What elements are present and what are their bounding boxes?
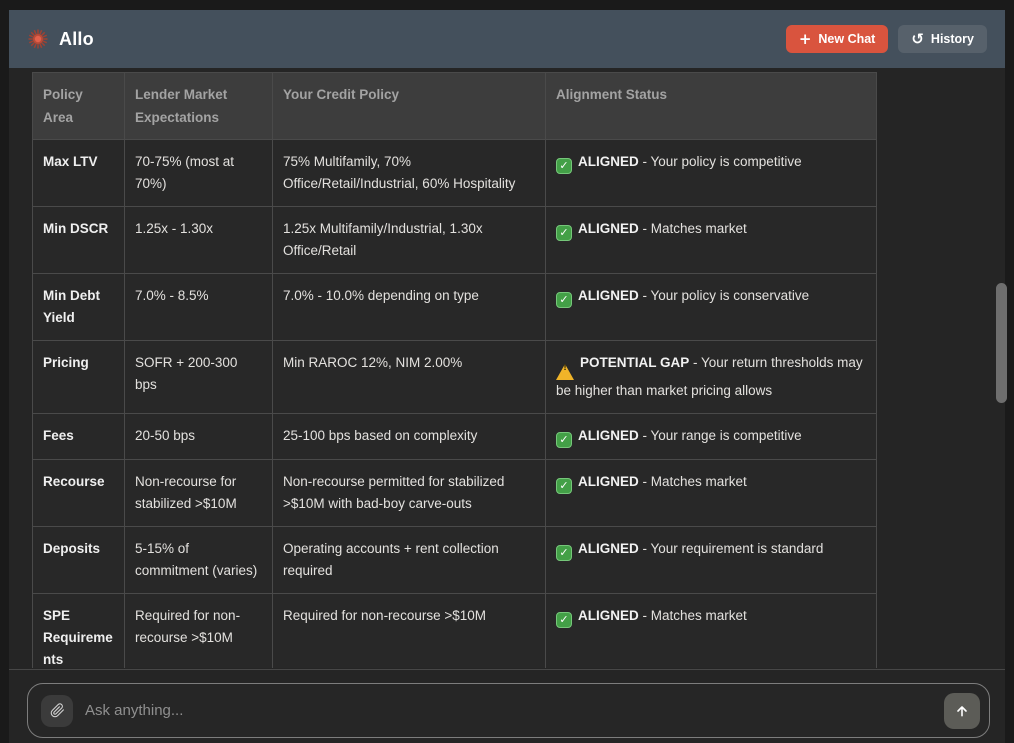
- column-header: Lender Market Expectations: [124, 72, 273, 140]
- status-label: ALIGNED: [578, 541, 639, 556]
- policy-comparison-table: Policy Area Lender Market Expectations You…: [32, 72, 877, 668]
- market-expectations-cell: Required for non-recourse >$10M: [124, 593, 273, 668]
- table-header-row: Policy Area Lender Market Expectations You…: [32, 72, 877, 140]
- attach-file-button[interactable]: [41, 694, 73, 727]
- sunburst-logo-icon: [28, 29, 48, 49]
- policy-area-cell: Fees: [32, 413, 125, 460]
- new-chat-label: New Chat: [818, 32, 876, 46]
- credit-policy-cell: Min RAROC 12%, NIM 2.00%: [272, 340, 546, 414]
- check-icon: ✓: [556, 612, 572, 628]
- table-row: Min Debt Yield 7.0% - 8.5% 7.0% - 10.0% de…: [32, 273, 877, 341]
- column-header: Policy Area: [32, 72, 125, 140]
- app-window: Allo + New Chat ↺ History Policy Area Len…: [9, 10, 1005, 743]
- app-title: Allo: [59, 28, 94, 49]
- history-clock-icon: ↺: [911, 29, 924, 48]
- send-button[interactable]: [944, 692, 980, 729]
- credit-policy-cell: 75% Multifamily, 70% Office/Retail/Indus…: [272, 139, 546, 207]
- table-row: Recourse Non-recourse for stabilized >$10…: [32, 459, 877, 527]
- policy-area-cell: Min Debt Yield: [32, 273, 125, 341]
- column-header: Your Credit Policy: [272, 72, 546, 140]
- alignment-status-cell: ! POTENTIAL GAP - Your return thresholds …: [545, 340, 877, 414]
- table-row: Min DSCR 1.25x - 1.30x 1.25x Multifamily/I…: [32, 206, 877, 274]
- market-expectations-cell: 1.25x - 1.30x: [124, 206, 273, 274]
- credit-policy-cell: 1.25x Multifamily/Industrial, 1.30x Offi…: [272, 206, 546, 274]
- new-chat-button[interactable]: + New Chat: [785, 25, 889, 53]
- table-row: Deposits 5-15% of commitment (varies) Oper…: [32, 526, 877, 594]
- alignment-status-cell: ✓ ALIGNED - Your policy is conservative: [545, 273, 877, 341]
- alignment-status-cell: ✓ ALIGNED - Matches market: [545, 593, 877, 668]
- policy-area-cell: Deposits: [32, 526, 125, 594]
- alignment-status-cell: ✓ ALIGNED - Your requirement is standard: [545, 526, 877, 594]
- check-icon: ✓: [556, 478, 572, 494]
- check-icon: ✓: [556, 292, 572, 308]
- status-label: ALIGNED: [578, 474, 639, 489]
- history-button[interactable]: ↺ History: [898, 25, 987, 53]
- warning-icon: !: [556, 364, 574, 380]
- alignment-status-cell: ✓ ALIGNED - Your policy is competitive: [545, 139, 877, 207]
- market-expectations-cell: 20-50 bps: [124, 413, 273, 460]
- policy-table-container: Policy Area Lender Market Expectations You…: [32, 72, 877, 668]
- table-row: SPE Requirements Required for non-recours…: [32, 593, 877, 668]
- alignment-status-cell: ✓ ALIGNED - Matches market: [545, 206, 877, 274]
- status-label: ALIGNED: [578, 428, 639, 443]
- policy-area-cell: SPE Requirements: [32, 593, 125, 668]
- paperclip-icon: [50, 703, 64, 718]
- policy-area-cell: Min DSCR: [32, 206, 125, 274]
- policy-area-cell: Recourse: [32, 459, 125, 527]
- market-expectations-cell: 70-75% (most at 70%): [124, 139, 273, 207]
- check-icon: ✓: [556, 225, 572, 241]
- credit-policy-cell: 25-100 bps based on complexity: [272, 413, 546, 460]
- status-label: ALIGNED: [578, 608, 639, 623]
- status-label: ALIGNED: [578, 221, 639, 236]
- app-header: Allo + New Chat ↺ History: [9, 10, 1005, 68]
- message-input[interactable]: [85, 702, 944, 719]
- header-actions: + New Chat ↺ History: [785, 25, 987, 53]
- status-label: ALIGNED: [578, 154, 639, 169]
- policy-area-cell: Max LTV: [32, 139, 125, 207]
- alignment-status-cell: ✓ ALIGNED - Matches market: [545, 459, 877, 527]
- policy-area-cell: Pricing: [32, 340, 125, 414]
- table-row: Max LTV 70-75% (most at 70%) 75% Multifami…: [32, 139, 877, 207]
- check-icon: ✓: [556, 158, 572, 174]
- arrow-up-icon: [957, 705, 967, 716]
- credit-policy-cell: Required for non-recourse >$10M: [272, 593, 546, 668]
- status-label: ALIGNED: [578, 288, 639, 303]
- chat-content-area: Policy Area Lender Market Expectations You…: [9, 68, 1005, 669]
- market-expectations-cell: 5-15% of commitment (varies): [124, 526, 273, 594]
- brand-logo[interactable]: Allo: [27, 28, 94, 50]
- status-label: POTENTIAL GAP: [580, 355, 690, 370]
- plus-icon: +: [798, 29, 812, 48]
- market-expectations-cell: SOFR + 200-300 bps: [124, 340, 273, 414]
- alignment-status-cell: ✓ ALIGNED - Your range is competitive: [545, 413, 877, 460]
- credit-policy-cell: Non-recourse permitted for stabilized >$…: [272, 459, 546, 527]
- market-expectations-cell: Non-recourse for stabilized >$10M: [124, 459, 273, 527]
- table-row: Fees 20-50 bps 25-100 bps based on complex…: [32, 413, 877, 460]
- composer-divider: [9, 669, 1005, 670]
- composer-bar: [27, 683, 990, 738]
- table-row: Pricing SOFR + 200-300 bps Min RAROC 12%, …: [32, 340, 877, 414]
- check-icon: ✓: [556, 432, 572, 448]
- history-label: History: [930, 32, 974, 46]
- credit-policy-cell: Operating accounts + rent collection req…: [272, 526, 546, 594]
- credit-policy-cell: 7.0% - 10.0% depending on type: [272, 273, 546, 341]
- market-expectations-cell: 7.0% - 8.5%: [124, 273, 273, 341]
- column-header: Alignment Status: [545, 72, 877, 140]
- check-icon: ✓: [556, 545, 572, 561]
- scrollbar-thumb[interactable]: [996, 283, 1007, 403]
